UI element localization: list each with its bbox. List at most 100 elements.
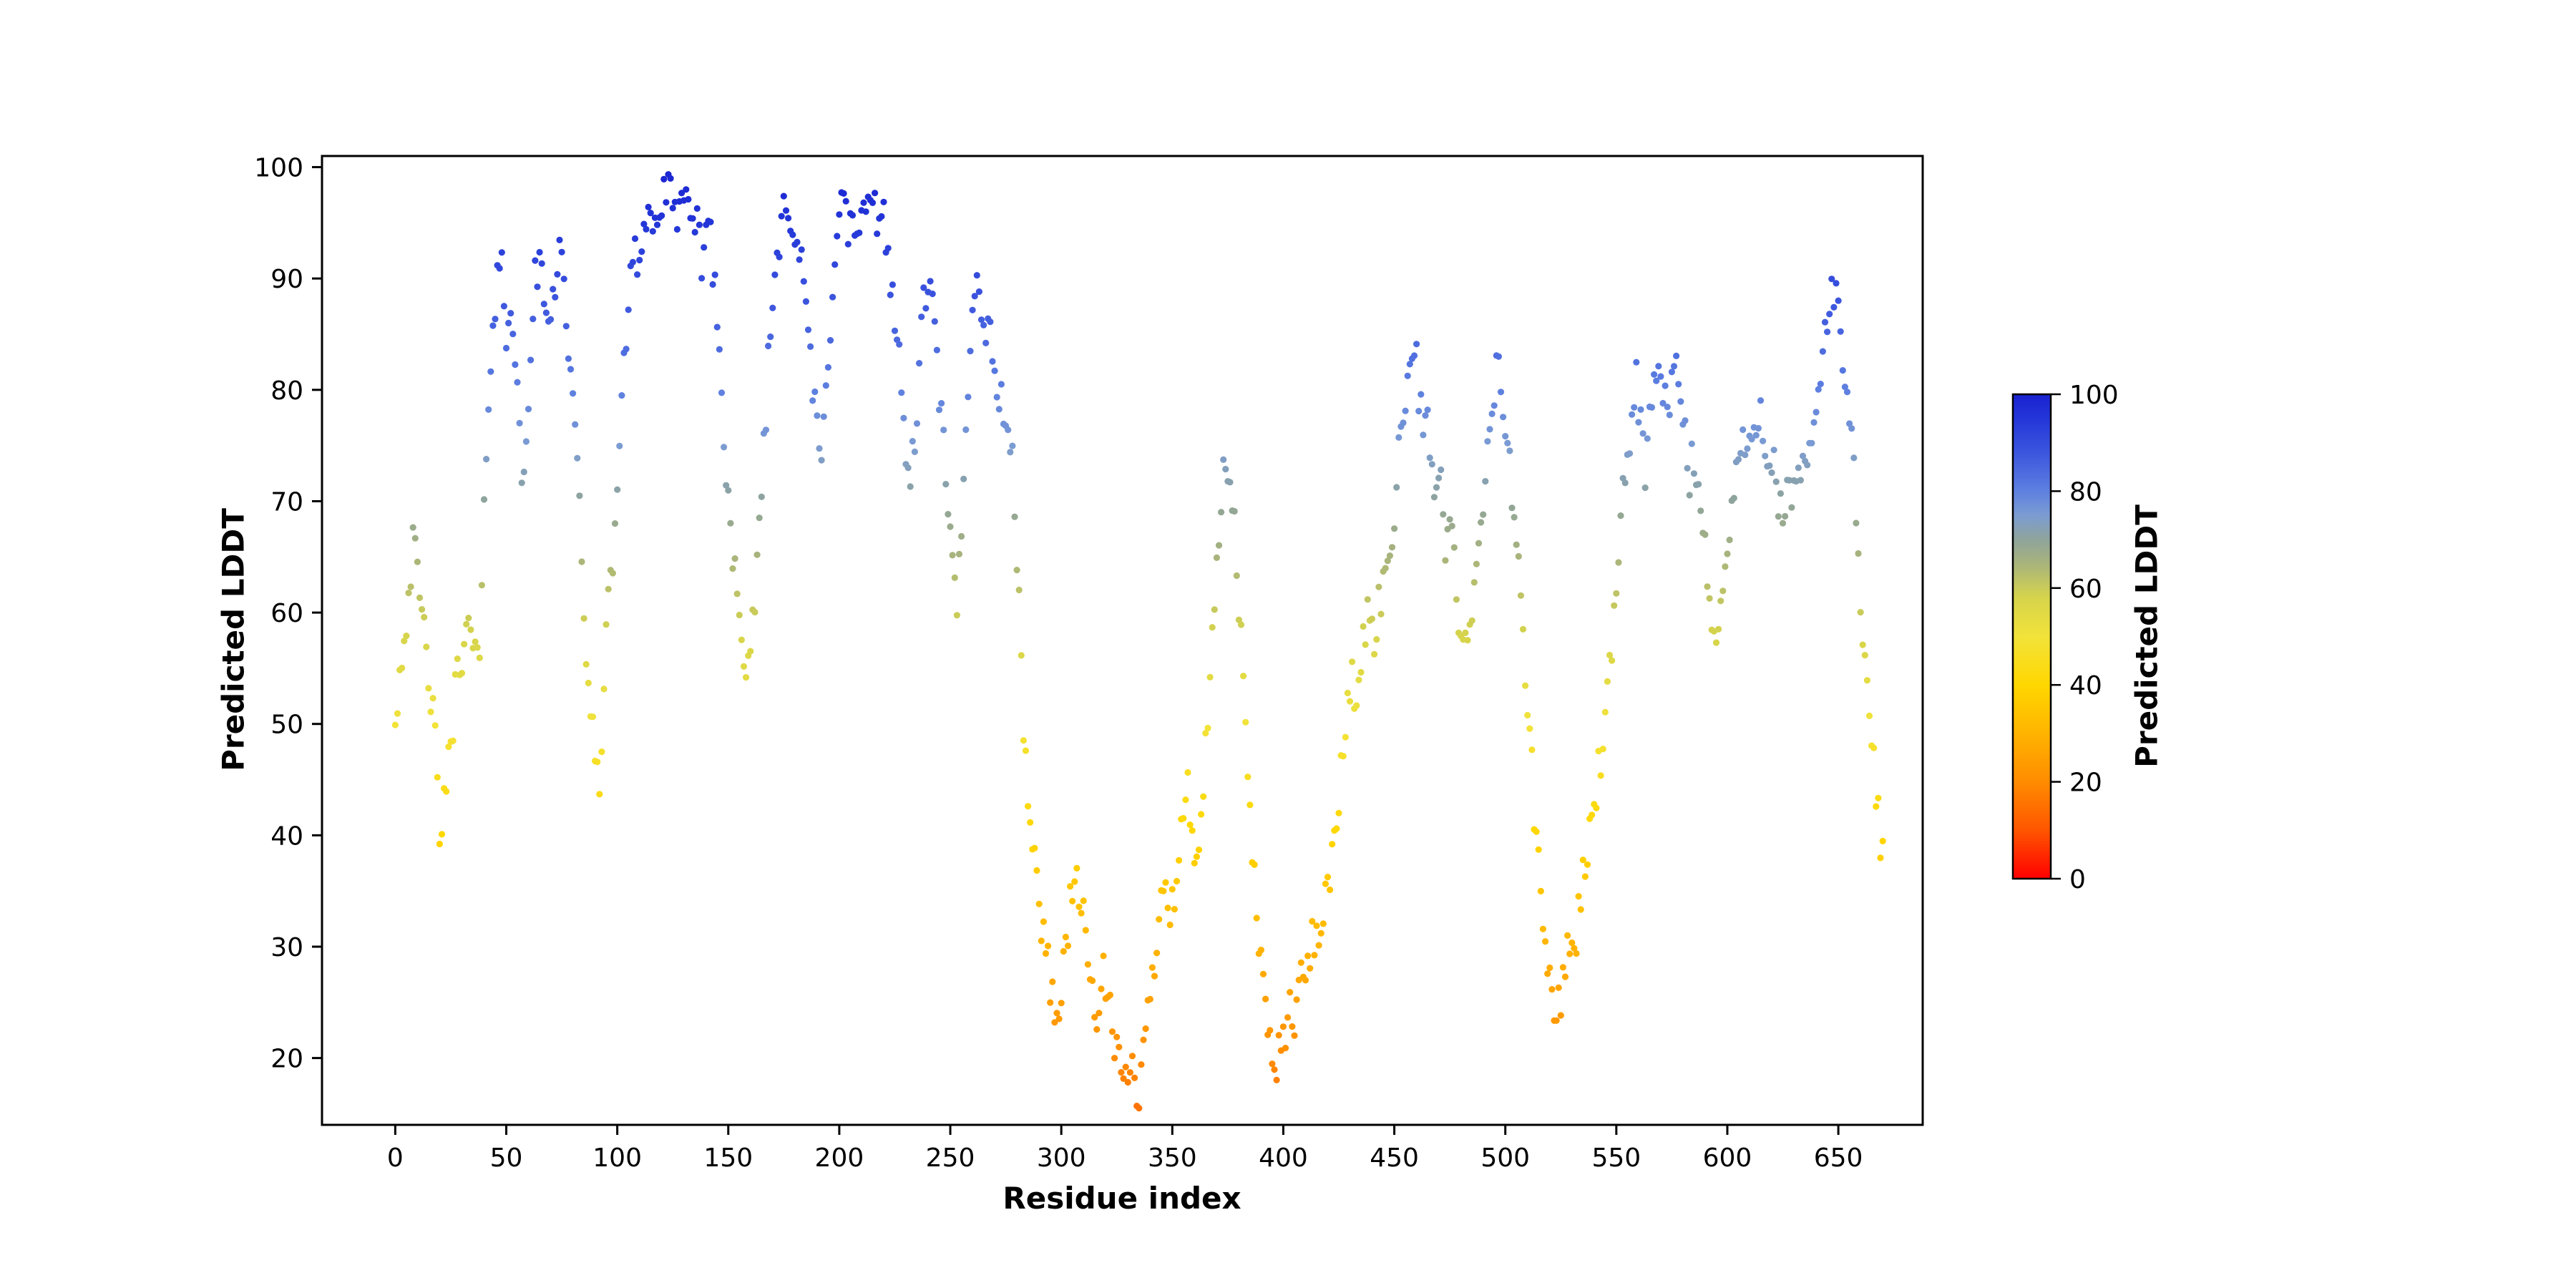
data-point	[1015, 586, 1023, 594]
data-point	[1850, 454, 1858, 462]
data-point	[696, 221, 703, 228]
data-point	[767, 333, 774, 341]
data-point	[1717, 597, 1724, 605]
data-point	[1327, 886, 1334, 894]
data-point	[1762, 452, 1769, 459]
data-point	[1526, 725, 1533, 732]
data-point	[1546, 964, 1553, 972]
data-point	[552, 293, 559, 301]
data-point	[514, 379, 521, 386]
data-point	[1504, 439, 1511, 447]
data-point	[556, 236, 563, 243]
data-point	[1568, 939, 1576, 947]
data-point	[856, 229, 863, 236]
data-point	[1839, 367, 1846, 374]
data-point	[669, 205, 676, 212]
data-point	[401, 638, 408, 645]
data-point	[1593, 804, 1600, 811]
data-point	[663, 199, 670, 206]
data-point	[1124, 1078, 1131, 1086]
data-point	[1535, 846, 1542, 853]
data-point	[1533, 828, 1540, 835]
data-point	[594, 758, 601, 766]
data-point	[550, 286, 557, 293]
data-point	[1018, 652, 1025, 659]
data-point	[916, 360, 923, 367]
data-point	[1033, 867, 1040, 874]
data-point	[1373, 636, 1380, 643]
x-axis-label: Residue index	[1002, 1181, 1241, 1216]
data-point	[1198, 811, 1205, 818]
x-tick-label: 650	[1814, 1143, 1863, 1173]
data-point	[1577, 906, 1584, 913]
data-point	[609, 570, 617, 577]
data-points	[391, 171, 1886, 1112]
data-point	[1047, 999, 1054, 1006]
data-point	[778, 213, 785, 220]
data-point	[647, 210, 654, 217]
data-point	[693, 205, 701, 212]
data-point	[1639, 430, 1646, 437]
data-point	[1502, 433, 1509, 440]
data-point	[1146, 995, 1153, 1002]
data-point	[1491, 402, 1498, 409]
data-point	[1804, 462, 1811, 469]
data-point	[407, 583, 414, 590]
data-point	[1291, 1032, 1298, 1039]
data-point	[816, 445, 823, 452]
data-point	[1500, 414, 1507, 421]
data-point	[740, 663, 748, 670]
colorbar-tick-label: 100	[2069, 381, 2119, 410]
data-point	[1309, 917, 1316, 925]
x-tick-label: 300	[1037, 1143, 1086, 1173]
data-point	[765, 342, 772, 350]
data-point	[1601, 708, 1609, 716]
data-point	[829, 293, 836, 301]
x-tick-label: 0	[387, 1143, 404, 1173]
data-point	[434, 774, 441, 781]
data-point	[1226, 479, 1234, 486]
data-point	[507, 310, 514, 317]
data-point	[1453, 596, 1460, 603]
data-point	[1388, 544, 1396, 551]
data-point	[814, 412, 821, 419]
data-point	[1269, 1060, 1276, 1068]
data-point	[1579, 857, 1586, 864]
data-point	[1406, 361, 1413, 368]
data-point	[1877, 854, 1884, 862]
data-point	[522, 438, 530, 445]
data-point	[898, 389, 905, 396]
data-point	[1384, 557, 1391, 565]
data-point	[1233, 572, 1240, 580]
data-point	[1346, 698, 1354, 705]
data-point	[1828, 275, 1835, 283]
data-point	[1621, 479, 1629, 487]
data-point	[794, 238, 801, 245]
data-point	[436, 840, 444, 848]
data-point	[716, 346, 723, 353]
data-point	[860, 199, 867, 206]
data-point	[1062, 933, 1069, 941]
data-point	[1813, 409, 1820, 416]
x-tick-label: 200	[815, 1143, 864, 1173]
data-point	[1853, 519, 1860, 527]
y-tick-label: 80	[270, 376, 303, 406]
data-point	[574, 454, 581, 462]
data-point	[600, 686, 608, 693]
data-point	[472, 638, 479, 645]
data-point	[958, 532, 965, 540]
data-point	[1096, 1010, 1103, 1017]
data-point	[1080, 897, 1087, 904]
data-point	[1011, 513, 1018, 520]
data-point	[489, 322, 497, 329]
data-point	[1438, 466, 1445, 474]
data-point	[1164, 904, 1171, 912]
data-point	[1064, 942, 1072, 950]
data-point	[1340, 753, 1347, 760]
data-point	[949, 552, 956, 559]
data-point	[1287, 989, 1294, 996]
data-point	[1686, 492, 1693, 499]
data-point	[731, 555, 738, 562]
data-point	[1677, 398, 1684, 405]
data-point	[565, 355, 572, 362]
